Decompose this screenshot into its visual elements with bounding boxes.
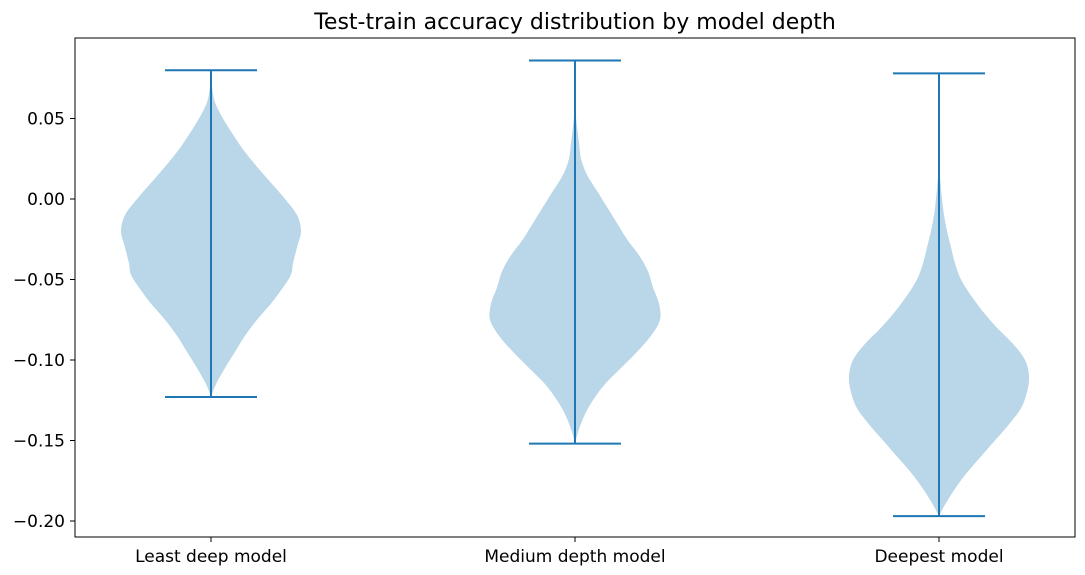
x-tick-label: Deepest model [874,547,1003,567]
x-tick-label: Least deep model [135,547,287,567]
y-tick-label: −0.20 [13,512,65,532]
axes: −0.20 −0.15 −0.10 −0.05 0.00 0.05 Least deep m… [13,37,1076,567]
violin-group-3 [848,63,1030,518]
y-tick-label: −0.05 [13,270,65,290]
plot-area [121,57,1030,518]
y-tick-label: −0.10 [13,351,65,371]
chart-title: Test-train accuracy distribution by mode… [313,10,836,35]
y-tick-label: 0.00 [27,190,65,210]
violin-group-1 [121,68,301,398]
y-tick-label: 0.05 [27,109,65,129]
violin-group-2 [489,57,661,445]
x-tick-label: Medium depth model [484,547,665,567]
y-tick-label: −0.15 [13,431,65,451]
